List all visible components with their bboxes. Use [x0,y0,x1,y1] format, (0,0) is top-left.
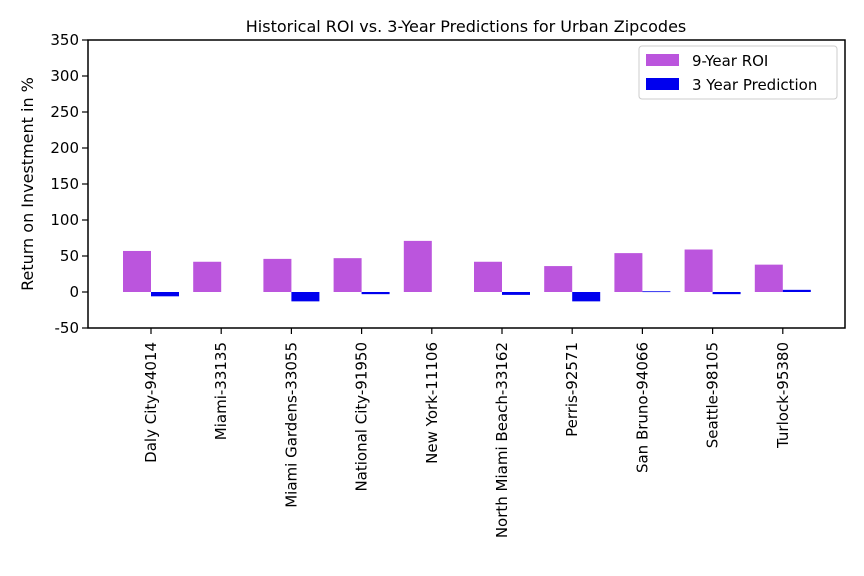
y-axis-ticks: -50 0 50 100 150 200 250 300 350 [50,31,88,337]
y-axis-label: Return on Investment in % [18,77,37,291]
chart-title: Historical ROI vs. 3-Year Predictions fo… [246,17,687,36]
bar-9-year-roi-san-bruno-94066 [614,253,643,292]
bar-3-year-prediction-north-miami-beach-33162 [502,292,530,295]
x-tick-label: National City-91950 [353,342,371,492]
y-tick-label: 200 [50,139,79,157]
y-tick-label: 100 [50,211,79,229]
x-tick-label: Perris-92571 [563,342,581,437]
legend-box [638,45,838,100]
y-tick-label: 50 [60,247,79,265]
x-tick-label: Miami Gardens-33055 [282,342,300,508]
bar-3-year-prediction-perris-92571 [572,292,601,302]
bar-9-year-roi-new-york-11106 [403,240,432,292]
y-tick-label: 0 [69,283,79,301]
plot-frame [87,39,846,329]
bar-9-year-roi-national-city-91950 [333,258,362,292]
y-tick-label: 150 [50,175,79,193]
x-tick-label: Daly City-94014 [142,342,160,463]
bar-9-year-roi-miami-33135 [193,261,222,292]
x-tick-label: Miami-33135 [212,342,230,440]
bar-9-year-roi-turlock-95380 [754,264,783,292]
legend-swatch-3-year-prediction [646,78,679,90]
y-tick-label: 250 [50,103,79,121]
y-tick-label: 350 [50,31,79,49]
bar-9-year-roi-north-miami-beach-33162 [474,261,502,292]
bar-3-year-prediction-miami-gardens-33055 [291,292,320,302]
y-tick-label: -50 [55,319,80,337]
legend-label-3-year-prediction: 3 Year Prediction [692,76,817,94]
bar-3-year-prediction-turlock-95380 [782,289,811,292]
bar-3-year-prediction-san-bruno-94066 [642,291,671,293]
x-tick-label: North Miami Beach-33162 [493,342,511,538]
y-tick-label: 300 [50,67,79,85]
legend-swatch-9-year-roi [646,54,679,66]
bar-9-year-roi-daly-city-94014 [123,250,151,292]
legend: 9-Year ROI 3 Year Prediction [638,45,838,100]
bar-9-year-roi-seattle-98105 [684,249,713,292]
bar-3-year-prediction-seattle-98105 [712,292,741,295]
bar-9-year-roi-perris-92571 [544,266,573,292]
bar-3-year-prediction-daly-city-94014 [151,292,179,297]
x-tick-label: New York-11106 [423,342,441,464]
x-tick-label: Turlock-95380 [774,342,792,449]
x-tick-label: Seattle-98105 [704,342,722,448]
bar-9-year-roi-miami-gardens-33055 [263,258,292,292]
bar-series [123,240,811,302]
legend-label-9-year-roi: 9-Year ROI [692,52,768,70]
x-tick-label: San Bruno-94066 [633,342,651,473]
x-axis-ticks: Daly City-94014 Miami-33135 Miami Gardens-… [142,328,792,538]
bar-3-year-prediction-national-city-91950 [361,292,390,295]
